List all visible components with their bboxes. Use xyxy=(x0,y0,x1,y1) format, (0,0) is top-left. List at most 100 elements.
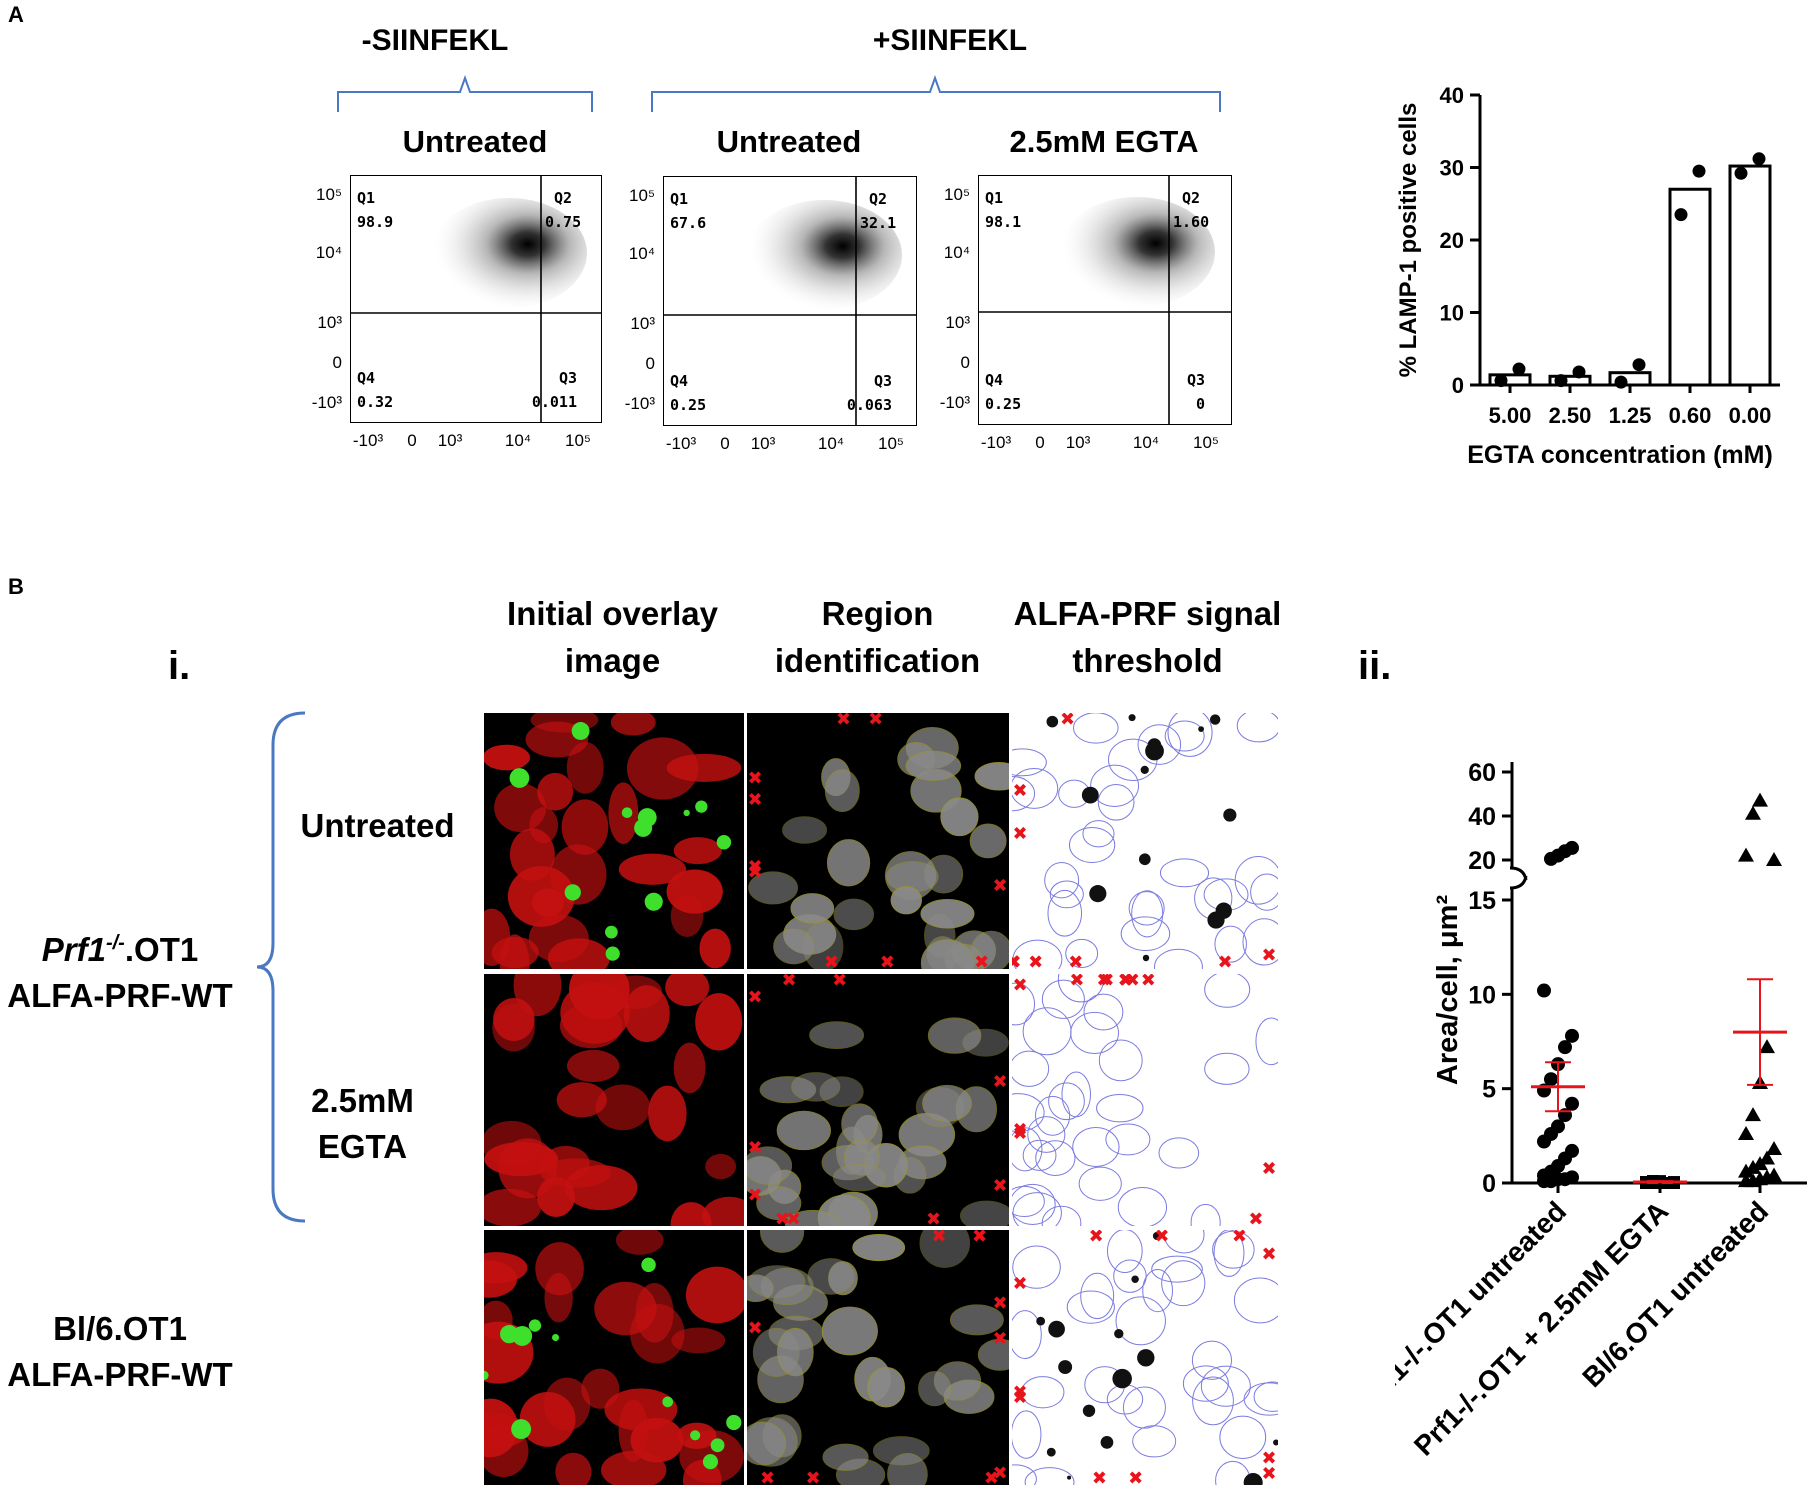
red-cell-signal xyxy=(601,1450,667,1485)
cell-outline xyxy=(1213,1230,1245,1277)
flow-y-tick: 0 xyxy=(332,353,342,372)
q3-label: Q3 0.011 xyxy=(527,366,577,414)
col-title-region-l1: Region xyxy=(821,595,934,632)
flow-y-tick: 10³ xyxy=(630,314,655,333)
cell-outline xyxy=(1236,713,1278,743)
cell-outline xyxy=(1128,891,1165,926)
red-cell-signal xyxy=(665,974,710,1007)
excluded-cell-marker: ✖ xyxy=(786,1209,801,1226)
thresholded-signal xyxy=(1215,902,1232,919)
prf1-suffix: .OT1 xyxy=(124,931,199,968)
flow-y-tick: -10³ xyxy=(624,394,655,413)
cell-outline xyxy=(1021,1376,1065,1409)
cell-outline xyxy=(1082,820,1115,848)
panel-b-ii-label: ii. xyxy=(1358,644,1392,688)
bar xyxy=(1728,164,1772,387)
excluded-cell-marker: ✖ xyxy=(747,987,762,1007)
row-label-egta-l2: EGTA xyxy=(317,1128,408,1165)
red-cell-signal xyxy=(635,1282,674,1343)
excluded-cell-marker: ✖ xyxy=(1154,1230,1169,1246)
cell-outline xyxy=(1098,1039,1143,1082)
strain-label-prf1-l2: ALFA-PRF-WT xyxy=(7,977,233,1014)
green-alfa-prf-signal xyxy=(690,1430,701,1441)
cell-outline xyxy=(1191,1340,1233,1380)
col-title-initial-overlay-l1: Initial overlay xyxy=(507,595,718,632)
q1-value: 98.9 xyxy=(357,213,394,231)
thresholded-signal xyxy=(1036,1316,1046,1326)
excluded-cell-marker: ✖ xyxy=(1012,1274,1027,1294)
threshold-image-row-1: ✖✖✖✖✖ ✖✖✖✖ xyxy=(1012,713,1278,969)
cell-outline xyxy=(1012,748,1047,777)
thresholded-signal xyxy=(1058,1360,1073,1375)
gray-cell-region xyxy=(977,1338,1009,1371)
bar-y-tick-label: 10 xyxy=(1440,301,1464,326)
gray-cell-region xyxy=(824,769,860,813)
excluded-cell-marker: ✖ xyxy=(1089,1230,1104,1246)
excluded-cell-marker: ✖ xyxy=(992,1328,1007,1348)
q4-name: Q4 xyxy=(985,371,1004,389)
red-cell-signal xyxy=(484,1188,542,1226)
thresholded-signal xyxy=(1138,853,1151,866)
strain-label-prf1: Prf1-/-.OT1 ALFA-PRF-WT xyxy=(0,920,240,1019)
col-title-threshold-l2: threshold xyxy=(1072,642,1223,679)
cell-outline xyxy=(1142,1269,1174,1313)
red-cell-signal xyxy=(648,1085,687,1142)
excluded-cell-marker: ✖ xyxy=(992,1293,1007,1313)
lamp1-bar-chart: 0 10 20 30 40 5.00 2.50 1.25 0.60 0.00 % LAMP-1 po… xyxy=(1395,83,1780,469)
gray-cell-region xyxy=(747,1146,793,1185)
excluded-cell-marker: ✖ xyxy=(972,1230,987,1246)
red-cell-signal xyxy=(695,993,743,1051)
excluded-cell-marker: ✖ xyxy=(1128,1468,1143,1485)
excluded-cell-marker: ✖ xyxy=(760,1468,775,1485)
data-point xyxy=(1766,1167,1782,1182)
row-label-egta: 2.5mM EGTA xyxy=(270,1078,455,1170)
bracket-plus xyxy=(651,75,1221,112)
green-alfa-prf-signal xyxy=(695,800,708,813)
red-cell-signal xyxy=(673,1042,706,1094)
bar-y-axis-title: % LAMP-1 positive cells xyxy=(1395,103,1422,378)
flow-x-tick: 10⁵ xyxy=(565,431,591,450)
excluded-cell-marker: ✖ xyxy=(1012,1119,1027,1139)
panel-b-letter: B xyxy=(8,574,24,599)
bar-x-axis-title: EGTA concentration (mM) xyxy=(1467,441,1773,469)
axis-break-mark xyxy=(1509,866,1528,881)
thresholded-signal xyxy=(1128,714,1136,722)
gray-cell-region xyxy=(922,1084,972,1122)
bar-x-tick-label: 5.00 xyxy=(1489,403,1532,428)
bar-replicate-point xyxy=(1572,365,1586,379)
gray-cell-region xyxy=(807,1258,855,1295)
red-cell-signal xyxy=(623,985,670,1043)
density-plot xyxy=(664,177,916,425)
q2-label: Q2 32.1 xyxy=(860,187,896,235)
bar-replicate-point xyxy=(1494,374,1508,388)
flow-x-tick: 10⁴ xyxy=(504,431,532,450)
col-title-region-identification: Region identification xyxy=(745,590,1010,684)
thresholded-signal xyxy=(1152,1231,1162,1241)
excluded-cell-marker: ✖ xyxy=(1028,952,1043,969)
flow-y-tick: 0 xyxy=(645,354,655,373)
green-alfa-prf-signal xyxy=(726,1414,742,1431)
q2-value: 32.1 xyxy=(860,214,897,232)
flow-x-tick: 10³ xyxy=(1065,433,1091,452)
strain-label-bl6: Bl/6.OT1 ALFA-PRF-WT xyxy=(0,1306,240,1398)
group-brackets xyxy=(337,75,1221,112)
green-alfa-prf-signal xyxy=(512,1325,533,1346)
excluded-cell-marker: ✖ xyxy=(1012,1387,1027,1407)
q3-value: 0.063 xyxy=(846,396,892,414)
flow-y-tick: 0 xyxy=(960,353,970,372)
thresholded-signal xyxy=(1046,1447,1056,1457)
q4-value: 0.25 xyxy=(670,396,707,414)
thresholded-signal xyxy=(1142,954,1150,962)
bar-replicate-point xyxy=(1734,166,1748,180)
green-alfa-prf-signal xyxy=(716,835,732,850)
cell-outline xyxy=(1163,1230,1205,1254)
flow-plot-title: 2.5mM EGTA xyxy=(1009,124,1199,159)
cell-outline xyxy=(1090,764,1140,807)
row-label-egta-l1: 2.5mM xyxy=(311,1082,414,1119)
col-title-initial-overlay-l2: image xyxy=(564,642,661,679)
flow-plot-title: Untreated xyxy=(402,124,548,159)
flow-x-tick: -10³ xyxy=(665,434,697,453)
col-title-region-l2: identification xyxy=(774,642,981,679)
cell-outline xyxy=(1233,1277,1278,1324)
data-point xyxy=(1766,852,1782,866)
